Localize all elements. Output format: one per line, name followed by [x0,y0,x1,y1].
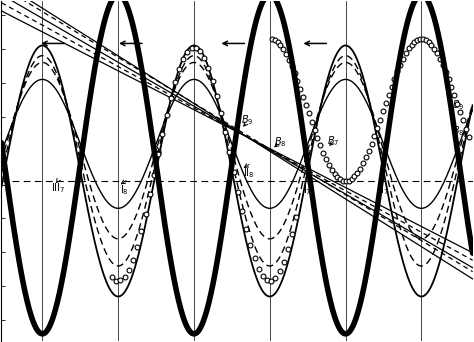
Text: $B_9$: $B_9$ [241,114,254,127]
Text: $\mathrm{I}_7$: $\mathrm{I}_7$ [302,183,311,197]
Text: $B_8$: $B_8$ [452,124,465,138]
Text: $B_9$: $B_9$ [151,144,164,158]
Text: $\mathrm{I}_8$: $\mathrm{I}_8$ [120,183,129,197]
Text: $B_8$: $B_8$ [274,135,286,149]
Text: $B_7$: $B_7$ [327,134,339,148]
Text: $\mathrm{II}_7$: $\mathrm{II}_7$ [378,183,390,197]
Text: $\mathrm{II}_8$: $\mathrm{II}_8$ [243,167,255,180]
Text: $\mathrm{III}_7$: $\mathrm{III}_7$ [51,181,65,195]
Text: $B_9$: $B_9$ [452,98,465,113]
